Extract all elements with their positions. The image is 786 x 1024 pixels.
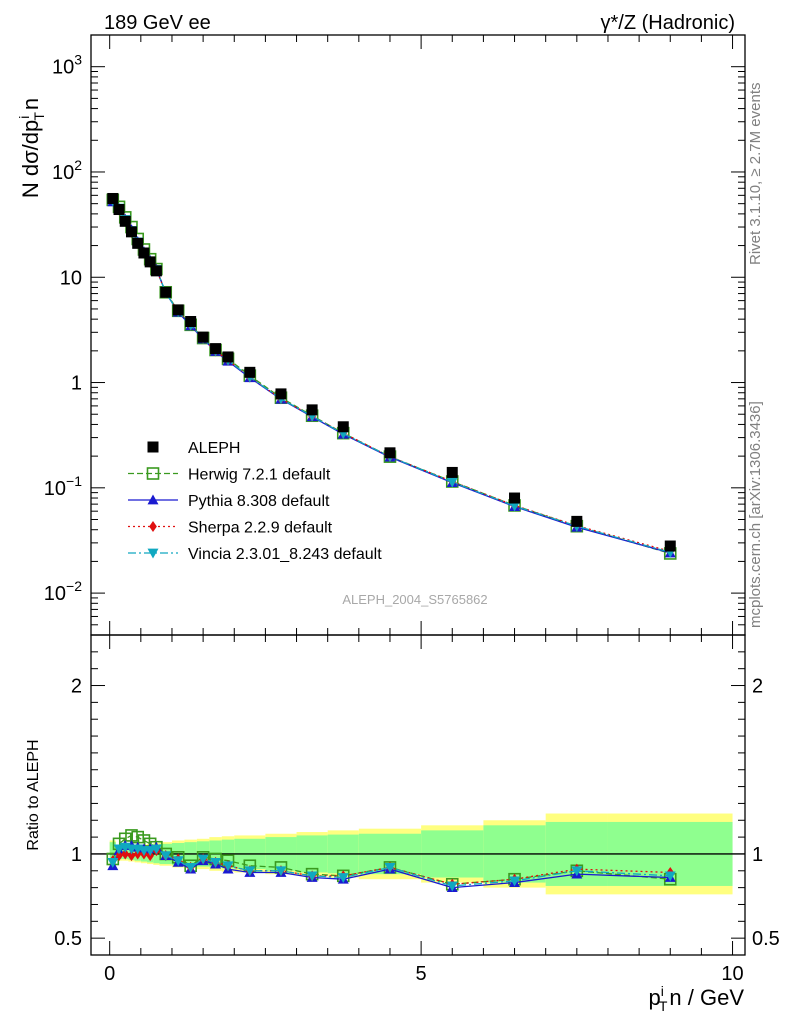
vincia-ratio-point	[337, 873, 349, 884]
legend-marker	[147, 441, 159, 453]
ratio-y-tick-label: 1	[71, 844, 82, 866]
vincia-ratio-point	[113, 844, 125, 855]
aleph-data-point	[172, 304, 184, 316]
vincia-ratio-point	[185, 863, 197, 873]
vincia-ratio-point	[384, 863, 396, 873]
sherpa-ratio-point	[127, 850, 136, 862]
aleph-data-point	[160, 286, 172, 298]
vincia-ratio-point	[509, 876, 521, 887]
vincia-ratio-point	[150, 844, 162, 855]
x-tick-label: 0	[104, 963, 115, 985]
aleph-data-point	[138, 247, 150, 259]
vincia-ratio-point	[306, 871, 318, 882]
aleph-data-point	[107, 192, 119, 204]
x-tick-label: 10	[721, 963, 743, 985]
vincia-ratio-point	[446, 881, 458, 892]
aleph-data-point	[384, 447, 396, 459]
ratio-panel-frame	[90, 634, 746, 956]
analysis-id-label: ALEPH_2004_S5765862	[342, 592, 487, 607]
main-y-axis-label: N dσ/dpiTn	[16, 98, 47, 198]
aleph-data-point	[150, 265, 162, 277]
x-axis-label: pi Tn / GeV	[648, 983, 744, 1014]
ratio-y-tick-label: 2	[71, 676, 82, 698]
legend-entry-label: Pythia 8.308 default	[188, 493, 330, 510]
sherpa-ratio-point	[121, 848, 130, 860]
ratio-y-axis-label: Ratio to ALEPH	[25, 739, 42, 850]
aleph-data-point	[446, 466, 458, 478]
aleph-data-point	[132, 237, 144, 249]
legend-marker	[149, 521, 157, 532]
legend-entry-label: Vincia 2.3.01_8.243 default	[188, 546, 382, 563]
legend-entry-label: Herwig 7.2.1 default	[188, 467, 331, 484]
vincia-ratio-point	[222, 861, 234, 872]
series-layer	[106, 192, 677, 893]
aleph-data-point	[306, 404, 318, 416]
header-left: 189 GeV ee	[104, 12, 211, 34]
aleph-data-point	[337, 421, 349, 433]
vincia-ratio-point	[571, 866, 583, 877]
y-tick-label: 102	[52, 157, 82, 184]
aleph-data-point	[275, 388, 287, 400]
y-tick-label: 103	[52, 52, 82, 79]
aleph-data-point	[664, 540, 676, 552]
aleph-data-point	[509, 492, 521, 504]
y-tick-label: 10−2	[44, 578, 82, 605]
aleph-data-point	[125, 226, 137, 238]
vincia-ratio-point	[160, 851, 172, 862]
vincia-main-point	[509, 501, 521, 512]
ratio-y-tick-label-right: 0.5	[752, 928, 780, 950]
aleph-data-point	[185, 315, 197, 327]
rivet-version-note: Rivet 3.1.10, ≥ 2.7M events	[747, 83, 764, 266]
legend-entry-label: ALEPH	[188, 440, 240, 457]
axes-frame	[90, 34, 746, 956]
vincia-ratio-point	[664, 871, 676, 882]
legend-entry-label: Sherpa 2.2.9 default	[188, 520, 333, 537]
aleph-data-point	[144, 256, 156, 268]
ratio-y-tick-label-right: 2	[752, 676, 763, 698]
legend-marker	[147, 494, 159, 505]
vincia-main-point	[446, 477, 458, 488]
aleph-data-point	[113, 204, 125, 216]
mcplots-credit-note: mcplots.cern.ch [arXiv:1306.3436]	[747, 401, 764, 628]
ratio-y-tick-label: 0.5	[54, 928, 82, 950]
legend-marker	[147, 548, 159, 559]
aleph-data-point	[571, 515, 583, 527]
vincia-ratio-point	[107, 857, 119, 868]
vincia-ratio-point	[197, 854, 209, 865]
header-right: γ*/Z (Hadronic)	[601, 12, 735, 34]
vincia-ratio-point	[275, 866, 287, 877]
y-tick-label: 10−1	[44, 473, 82, 500]
vincia-ratio-point	[172, 856, 184, 867]
x-tick-label: 5	[416, 963, 427, 985]
aleph-data-point	[197, 331, 209, 343]
vincia-ratio-point	[144, 846, 156, 857]
aleph-data-point	[222, 351, 234, 363]
vincia-ratio-point	[244, 866, 256, 877]
legend-marker	[146, 467, 160, 480]
tick-layer: 0 5 10 10−2 10−1 1 10 102 103 0.5 0.5 1 1 2 2	[44, 34, 780, 985]
y-tick-label: 1	[71, 373, 82, 395]
y-tick-label: 10	[60, 267, 82, 289]
aleph-data-point	[210, 343, 222, 355]
ratio-y-tick-label-right: 1	[752, 844, 763, 866]
legend: ALEPH Herwig 7.2.1 default Pythia 8.308 de…	[128, 440, 382, 563]
aleph-data-point	[244, 366, 256, 378]
aleph-data-point	[119, 215, 131, 227]
vincia-ratio-point	[210, 857, 222, 868]
